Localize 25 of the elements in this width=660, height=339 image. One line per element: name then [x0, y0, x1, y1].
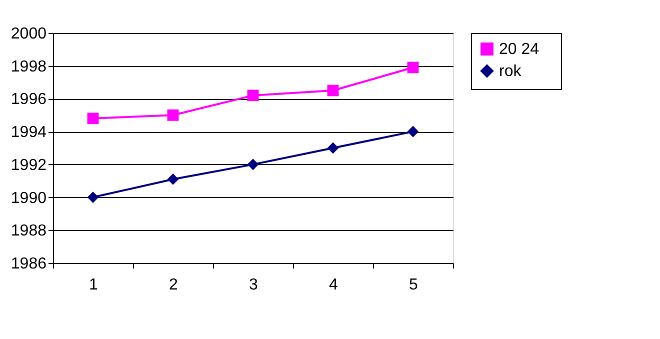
point — [407, 126, 419, 138]
legend-label: rok — [499, 63, 522, 80]
y-tick-label: 1994 — [10, 124, 47, 142]
point — [247, 90, 259, 102]
point — [407, 62, 419, 74]
y-tick-label: 1992 — [10, 156, 47, 174]
x-tick-label: 2 — [169, 276, 178, 294]
point — [327, 84, 339, 96]
legend-label: 20 24 — [499, 41, 540, 58]
point — [247, 158, 259, 170]
y-tick-label: 2000 — [10, 26, 47, 42]
y-tick-label: 1998 — [10, 58, 47, 76]
x-tick-label: 5 — [409, 276, 418, 294]
point — [87, 192, 99, 203]
y-tick-label: 1986 — [10, 256, 47, 272]
y-tick-label: 1996 — [10, 91, 47, 108]
point — [167, 109, 179, 121]
x-tick-label: 3 — [249, 276, 258, 294]
point — [167, 174, 179, 185]
point — [87, 112, 99, 124]
y-tick-label: 1988 — [10, 222, 47, 240]
x-tick-label: 1 — [89, 276, 98, 294]
point — [327, 142, 339, 154]
y-tick-label: 1990 — [10, 190, 47, 207]
x-tick-label: 4 — [329, 276, 338, 294]
